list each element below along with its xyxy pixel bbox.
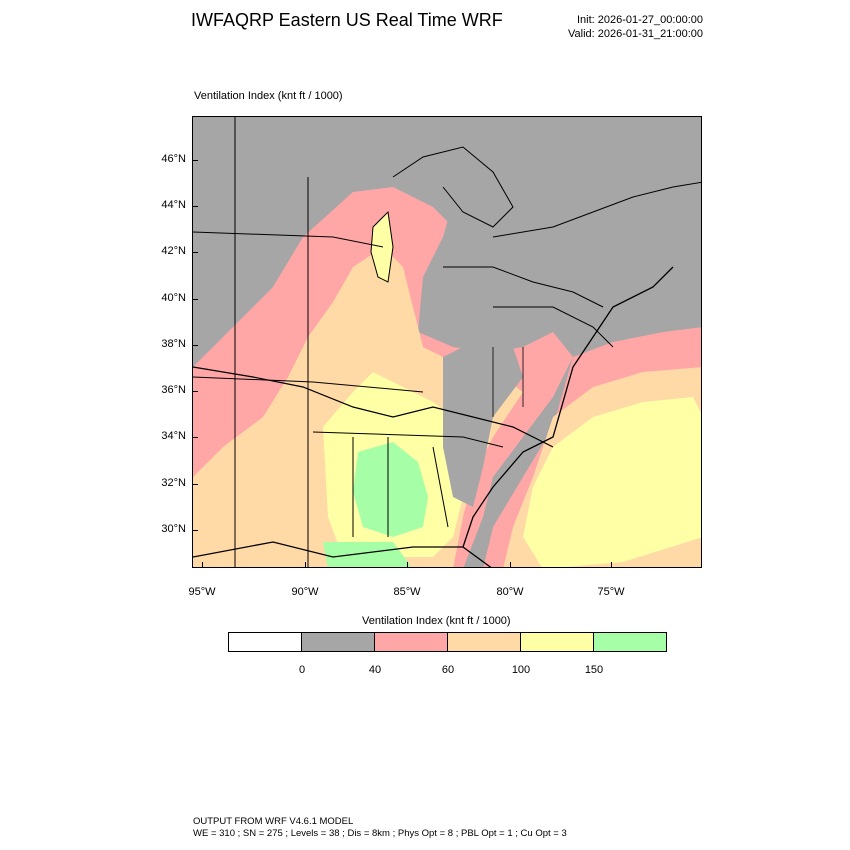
- lon-tick: [305, 562, 306, 568]
- init-time: Init: 2026-01-27_00:00:00: [577, 14, 703, 26]
- field-label: Ventilation Index (knt ft / 1000): [194, 90, 343, 102]
- lat-label: 34°N: [161, 430, 186, 442]
- colorbar-label: 0: [298, 664, 306, 676]
- colorbar-title: Ventilation Index (knt ft / 1000): [362, 615, 511, 627]
- lon-tick: [510, 562, 511, 568]
- lat-tick: [192, 484, 198, 485]
- time-info: Init: 2026-01-27_00:00:00 Valid: 2026-01…: [568, 13, 703, 41]
- lon-label: 75°W: [597, 586, 625, 598]
- valid-time: Valid: 2026-01-31_21:00:00: [568, 28, 703, 40]
- colorbar-box: [302, 633, 375, 651]
- colorbar-box: [521, 633, 594, 651]
- lat-tick: [192, 252, 198, 253]
- lat-label: 30°N: [161, 523, 186, 535]
- model-version: OUTPUT FROM WRF V4.6.1 MODEL: [193, 816, 354, 827]
- colorbar-label: 60: [441, 664, 455, 676]
- lon-label: 80°W: [496, 586, 524, 598]
- lat-tick: [192, 206, 198, 207]
- lat-tick: [192, 160, 198, 161]
- model-config: WE = 310 ; SN = 275 ; Levels = 38 ; Dis …: [193, 828, 567, 839]
- lat-tick: [192, 391, 198, 392]
- lon-label: 90°W: [291, 586, 319, 598]
- model-info: OUTPUT FROM WRF V4.6.1 MODEL WE = 310 ; …: [193, 816, 567, 840]
- lon-tick: [407, 562, 408, 568]
- map-image: [193, 117, 701, 567]
- lat-label: 38°N: [161, 338, 186, 350]
- map-panel: [192, 116, 702, 568]
- lat-label: 42°N: [161, 245, 186, 257]
- colorbar-label: 150: [584, 664, 604, 676]
- colorbar-box: [594, 633, 666, 651]
- lon-label: 85°W: [393, 586, 421, 598]
- lon-tick: [611, 562, 612, 568]
- lat-tick: [192, 345, 198, 346]
- lon-tick: [202, 562, 203, 568]
- lat-label: 40°N: [161, 292, 186, 304]
- colorbar-box: [229, 633, 302, 651]
- lat-label: 36°N: [161, 384, 186, 396]
- lat-label: 44°N: [161, 199, 186, 211]
- colorbar-label: 40: [368, 664, 382, 676]
- plot-title: IWFAQRP Eastern US Real Time WRF: [191, 10, 503, 30]
- colorbar-label: 100: [511, 664, 531, 676]
- lon-label: 95°W: [188, 586, 216, 598]
- colorbar: [228, 632, 667, 652]
- lat-tick: [192, 437, 198, 438]
- colorbar-box: [375, 633, 448, 651]
- lat-tick: [192, 530, 198, 531]
- lat-label: 46°N: [161, 153, 186, 165]
- colorbar-box: [448, 633, 521, 651]
- lat-label: 32°N: [161, 477, 186, 489]
- lat-tick: [192, 299, 198, 300]
